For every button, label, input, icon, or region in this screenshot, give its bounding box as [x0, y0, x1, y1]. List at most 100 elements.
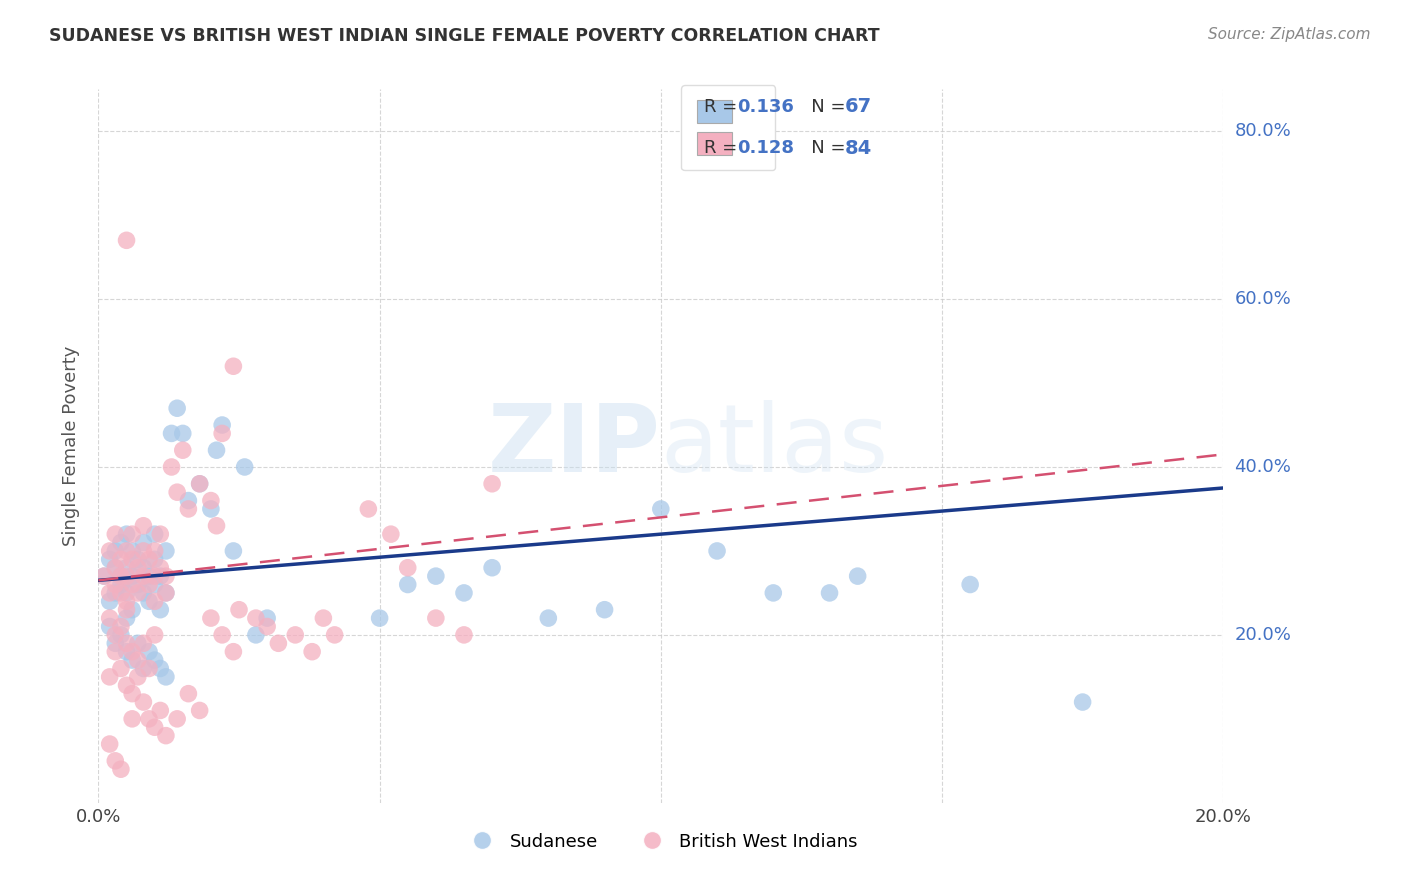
- Point: [104, 577, 127, 591]
- Point: [110, 535, 132, 549]
- Point: [149, 527, 172, 541]
- Point: [143, 577, 166, 591]
- Point: [425, 611, 447, 625]
- Text: 67: 67: [845, 97, 872, 117]
- Legend: Sudanese, British West Indians: Sudanese, British West Indians: [457, 826, 865, 858]
- Point: [121, 653, 143, 667]
- Y-axis label: Single Female Poverty: Single Female Poverty: [62, 346, 80, 546]
- Text: 20.0%: 20.0%: [1234, 626, 1291, 644]
- Point: [177, 687, 200, 701]
- Point: [149, 661, 172, 675]
- Point: [256, 619, 278, 633]
- Point: [143, 653, 166, 667]
- Point: [127, 653, 149, 667]
- Point: [245, 611, 267, 625]
- Point: [222, 544, 245, 558]
- Point: [132, 661, 155, 675]
- Text: 60.0%: 60.0%: [1234, 290, 1291, 308]
- Point: [132, 695, 155, 709]
- Point: [200, 502, 222, 516]
- Point: [172, 426, 194, 441]
- Point: [110, 552, 132, 566]
- Point: [593, 603, 616, 617]
- Point: [104, 527, 127, 541]
- Point: [205, 518, 228, 533]
- Point: [155, 729, 177, 743]
- Text: SUDANESE VS BRITISH WEST INDIAN SINGLE FEMALE POVERTY CORRELATION CHART: SUDANESE VS BRITISH WEST INDIAN SINGLE F…: [49, 27, 880, 45]
- Point: [127, 577, 149, 591]
- Point: [98, 619, 121, 633]
- Point: [166, 712, 188, 726]
- Point: [132, 544, 155, 558]
- Point: [160, 460, 183, 475]
- Text: N =: N =: [794, 139, 851, 157]
- Point: [121, 544, 143, 558]
- Point: [121, 577, 143, 591]
- Point: [155, 586, 177, 600]
- Point: [453, 586, 475, 600]
- Point: [115, 594, 138, 608]
- Point: [98, 670, 121, 684]
- Point: [127, 552, 149, 566]
- Point: [115, 678, 138, 692]
- Point: [211, 417, 233, 432]
- Text: atlas: atlas: [661, 400, 889, 492]
- Point: [233, 460, 256, 475]
- Point: [166, 485, 188, 500]
- Point: [222, 359, 245, 374]
- Point: [149, 560, 172, 574]
- Point: [650, 502, 672, 516]
- Point: [104, 560, 127, 574]
- Point: [312, 611, 335, 625]
- Point: [98, 544, 121, 558]
- Point: [245, 628, 267, 642]
- Point: [143, 552, 166, 566]
- Point: [200, 611, 222, 625]
- Point: [115, 603, 138, 617]
- Point: [222, 645, 245, 659]
- Point: [143, 720, 166, 734]
- Point: [98, 594, 121, 608]
- Point: [121, 527, 143, 541]
- Point: [166, 401, 188, 416]
- Point: [121, 645, 143, 659]
- Point: [188, 476, 211, 491]
- Text: N =: N =: [794, 98, 851, 116]
- Point: [323, 628, 346, 642]
- Point: [138, 552, 160, 566]
- Point: [127, 670, 149, 684]
- Point: [110, 569, 132, 583]
- Point: [138, 661, 160, 675]
- Point: [121, 552, 143, 566]
- Point: [110, 661, 132, 675]
- Point: [98, 586, 121, 600]
- Point: [846, 569, 869, 583]
- Point: [104, 645, 127, 659]
- Point: [132, 586, 155, 600]
- Point: [110, 569, 132, 583]
- Point: [98, 552, 121, 566]
- Text: 40.0%: 40.0%: [1234, 458, 1291, 476]
- Point: [396, 577, 419, 591]
- Point: [115, 560, 138, 574]
- Point: [138, 645, 160, 659]
- Point: [143, 569, 166, 583]
- Point: [127, 560, 149, 574]
- Text: 0.136: 0.136: [738, 98, 794, 116]
- Point: [256, 611, 278, 625]
- Point: [211, 426, 233, 441]
- Point: [149, 569, 172, 583]
- Point: [132, 560, 155, 574]
- Text: R =: R =: [704, 98, 742, 116]
- Point: [155, 586, 177, 600]
- Point: [104, 628, 127, 642]
- Point: [104, 544, 127, 558]
- Point: [177, 502, 200, 516]
- Point: [104, 754, 127, 768]
- Point: [396, 560, 419, 574]
- Point: [143, 628, 166, 642]
- Point: [143, 544, 166, 558]
- Point: [205, 443, 228, 458]
- Point: [110, 628, 132, 642]
- Point: [481, 476, 503, 491]
